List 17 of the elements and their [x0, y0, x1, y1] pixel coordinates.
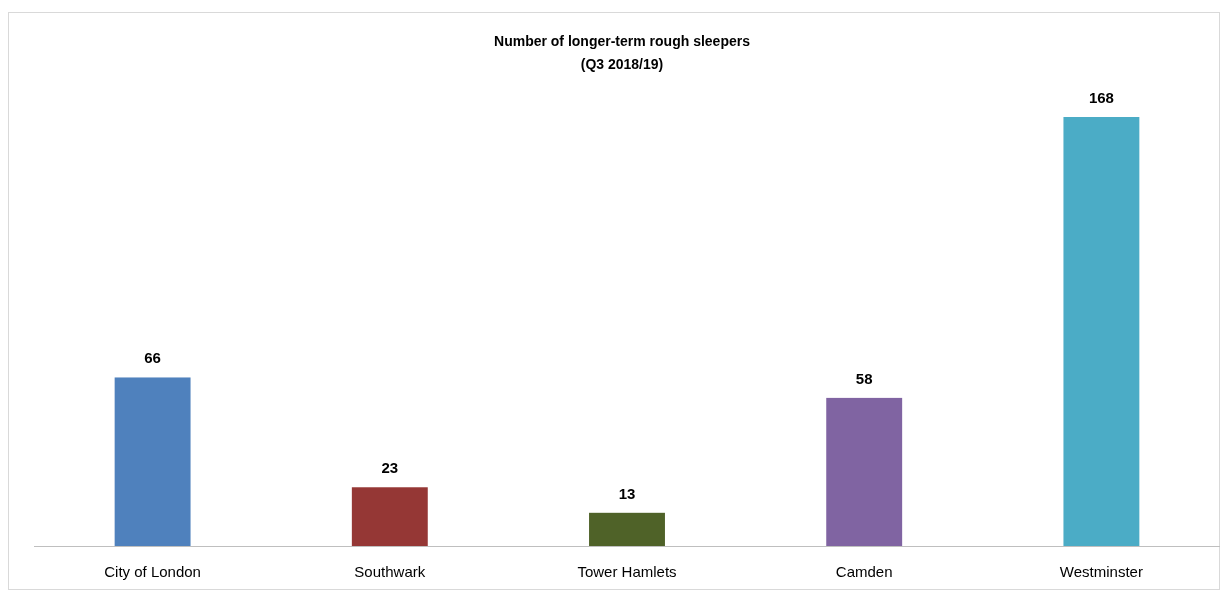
x-tick-label: Southwark: [354, 563, 426, 580]
x-tick-label: Westminster: [1059, 563, 1143, 580]
chart-title: Number of longer-term rough sleepers: [494, 33, 751, 49]
x-tick-label: City of London: [104, 563, 201, 580]
data-label: 13: [618, 484, 636, 502]
data-label: 23: [381, 459, 399, 477]
data-label: 58: [855, 369, 873, 387]
bar: [114, 377, 191, 546]
data-label: 168: [1088, 89, 1114, 106]
x-tick-label: Camden: [835, 563, 893, 580]
bar: [826, 397, 903, 546]
chart-subtitle: (Q3 2018/19): [580, 56, 664, 72]
bar: [589, 512, 665, 546]
x-tick-label: Tower Hamlets: [577, 563, 677, 580]
bar: [351, 487, 428, 546]
bar: [1063, 117, 1140, 546]
data-label: 66: [144, 349, 161, 367]
